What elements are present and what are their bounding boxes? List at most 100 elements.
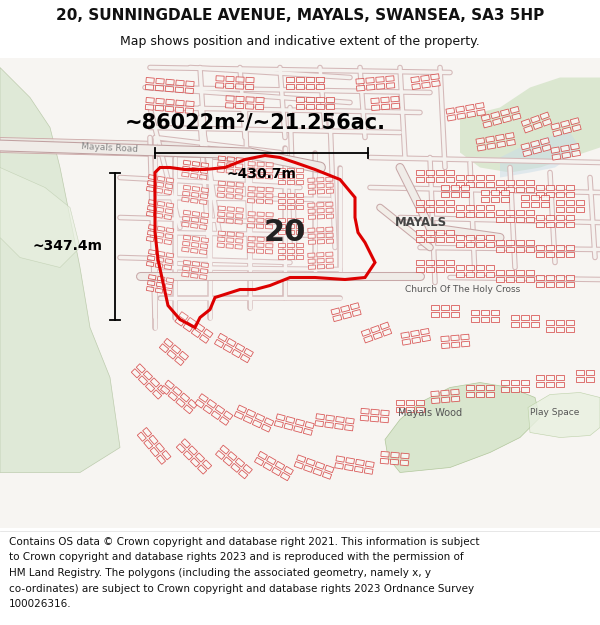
Polygon shape <box>136 364 145 373</box>
Polygon shape <box>175 107 184 112</box>
Polygon shape <box>331 308 340 315</box>
Polygon shape <box>235 458 245 467</box>
Polygon shape <box>436 200 444 205</box>
Polygon shape <box>497 141 506 148</box>
Polygon shape <box>176 398 185 408</box>
Polygon shape <box>263 462 272 471</box>
Polygon shape <box>541 202 549 207</box>
Polygon shape <box>308 259 315 263</box>
Polygon shape <box>460 78 600 172</box>
Polygon shape <box>531 202 539 207</box>
Polygon shape <box>426 267 434 272</box>
Polygon shape <box>146 211 154 217</box>
Polygon shape <box>486 242 494 247</box>
Polygon shape <box>441 192 449 197</box>
Polygon shape <box>166 253 174 258</box>
Polygon shape <box>562 127 571 134</box>
Polygon shape <box>248 237 255 241</box>
Polygon shape <box>521 315 529 320</box>
Polygon shape <box>199 224 207 229</box>
Polygon shape <box>421 329 429 335</box>
Polygon shape <box>313 468 322 476</box>
Polygon shape <box>287 249 294 252</box>
Polygon shape <box>382 104 390 110</box>
Polygon shape <box>546 245 554 250</box>
Polygon shape <box>218 181 226 186</box>
Polygon shape <box>226 169 233 173</box>
Polygon shape <box>223 344 233 352</box>
Polygon shape <box>278 229 285 234</box>
Polygon shape <box>496 270 504 275</box>
Polygon shape <box>235 343 245 352</box>
Polygon shape <box>143 428 152 437</box>
Polygon shape <box>308 265 316 269</box>
Polygon shape <box>201 262 209 268</box>
Polygon shape <box>416 177 424 182</box>
Polygon shape <box>412 337 421 343</box>
Polygon shape <box>308 215 316 219</box>
Polygon shape <box>531 322 539 327</box>
Polygon shape <box>241 354 250 362</box>
Polygon shape <box>380 322 389 329</box>
Polygon shape <box>182 197 189 202</box>
Polygon shape <box>476 212 484 217</box>
Polygon shape <box>491 317 499 322</box>
Polygon shape <box>287 254 294 259</box>
Polygon shape <box>256 174 263 178</box>
Polygon shape <box>237 405 247 413</box>
Polygon shape <box>295 419 305 426</box>
Polygon shape <box>145 84 154 90</box>
Polygon shape <box>371 105 380 111</box>
Polygon shape <box>457 113 466 119</box>
Polygon shape <box>411 76 419 82</box>
Polygon shape <box>226 194 233 198</box>
Polygon shape <box>466 205 474 210</box>
Polygon shape <box>476 385 484 390</box>
Polygon shape <box>216 76 224 81</box>
Polygon shape <box>179 351 188 360</box>
Polygon shape <box>572 124 581 131</box>
Polygon shape <box>308 228 315 232</box>
Polygon shape <box>195 399 205 408</box>
Polygon shape <box>296 254 303 259</box>
Polygon shape <box>201 238 209 242</box>
Polygon shape <box>466 272 474 277</box>
Polygon shape <box>148 249 156 255</box>
Polygon shape <box>506 277 514 282</box>
Polygon shape <box>412 84 421 89</box>
Polygon shape <box>199 174 207 179</box>
Polygon shape <box>566 320 574 325</box>
Polygon shape <box>223 457 233 466</box>
Polygon shape <box>207 399 217 408</box>
Polygon shape <box>391 452 399 458</box>
Polygon shape <box>308 253 315 258</box>
Polygon shape <box>157 201 165 206</box>
Polygon shape <box>296 174 303 178</box>
Polygon shape <box>175 87 184 92</box>
Polygon shape <box>166 202 174 208</box>
Polygon shape <box>526 180 534 185</box>
Polygon shape <box>182 241 190 246</box>
Polygon shape <box>131 369 140 378</box>
Polygon shape <box>421 75 430 81</box>
Polygon shape <box>501 387 509 392</box>
Polygon shape <box>456 106 464 112</box>
Polygon shape <box>536 222 544 227</box>
Polygon shape <box>566 327 574 332</box>
Polygon shape <box>257 187 264 191</box>
Polygon shape <box>308 203 315 208</box>
Polygon shape <box>220 445 229 454</box>
Polygon shape <box>296 224 303 228</box>
Polygon shape <box>491 197 499 202</box>
Polygon shape <box>192 186 200 191</box>
Polygon shape <box>316 104 324 109</box>
Polygon shape <box>356 78 364 84</box>
Polygon shape <box>184 235 191 240</box>
Polygon shape <box>346 418 354 424</box>
Polygon shape <box>486 265 494 270</box>
Polygon shape <box>190 458 200 467</box>
Polygon shape <box>200 244 208 249</box>
Polygon shape <box>155 443 164 452</box>
Polygon shape <box>256 414 265 421</box>
Polygon shape <box>506 247 514 252</box>
